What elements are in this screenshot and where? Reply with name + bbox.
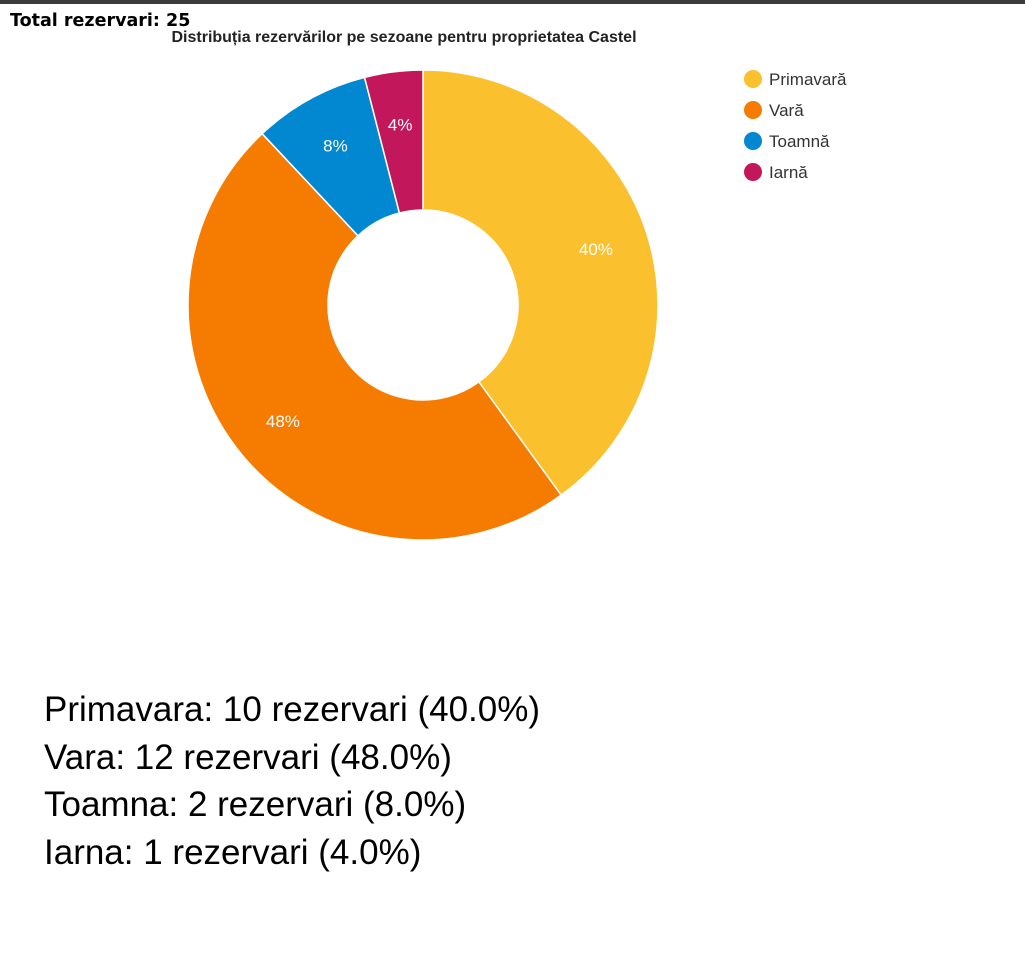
summary-line-autumn: Toamna: 2 rezervari (8.0%) [44, 785, 467, 824]
slice-label-spring: 40% [579, 240, 613, 259]
chart-title: Distribuția rezervărilor pe sezoane pent… [171, 29, 636, 46]
summary-line-summer: Vara: 12 rezervari (48.0%) [44, 737, 452, 777]
top-border [0, 0, 1025, 4]
donut-slices: 40% 48% 8% 4% [187, 69, 659, 541]
slice-summer[interactable] [187, 132, 563, 541]
slice-label-winter: 4% [388, 116, 413, 135]
slice-winter[interactable] [363, 69, 424, 214]
slice-label-summer: 48% [266, 412, 300, 431]
summary-line-winter: Iarna: 1 rezervari (4.0%) [44, 832, 422, 872]
slice-spring[interactable] [422, 69, 659, 497]
legend-swatch-autumn [744, 132, 762, 150]
legend-swatch-summer [744, 101, 762, 119]
legend-swatch-winter [744, 163, 762, 181]
summary-line-spring: Primavara: 10 rezervari (40.0%) [44, 690, 540, 729]
slice-label-autumn: 8% [323, 137, 348, 156]
season-donut-chart: Distribuția rezervărilor pe sezoane pent… [171, 29, 847, 541]
legend-label-winter[interactable]: Iarnă [769, 163, 808, 182]
chart-legend: Primavară Vară Toamnă Iarnă [744, 70, 847, 182]
legend-label-spring[interactable]: Primavară [769, 70, 847, 89]
summary-list: Primavara: 10 rezervari (40.0%) Vara: 12… [44, 686, 540, 876]
total-reservations: Total rezervari: 25 [10, 11, 191, 31]
legend-swatch-spring [744, 70, 762, 88]
legend-label-autumn[interactable]: Toamnă [769, 132, 830, 151]
legend-label-summer[interactable]: Vară [769, 101, 804, 120]
